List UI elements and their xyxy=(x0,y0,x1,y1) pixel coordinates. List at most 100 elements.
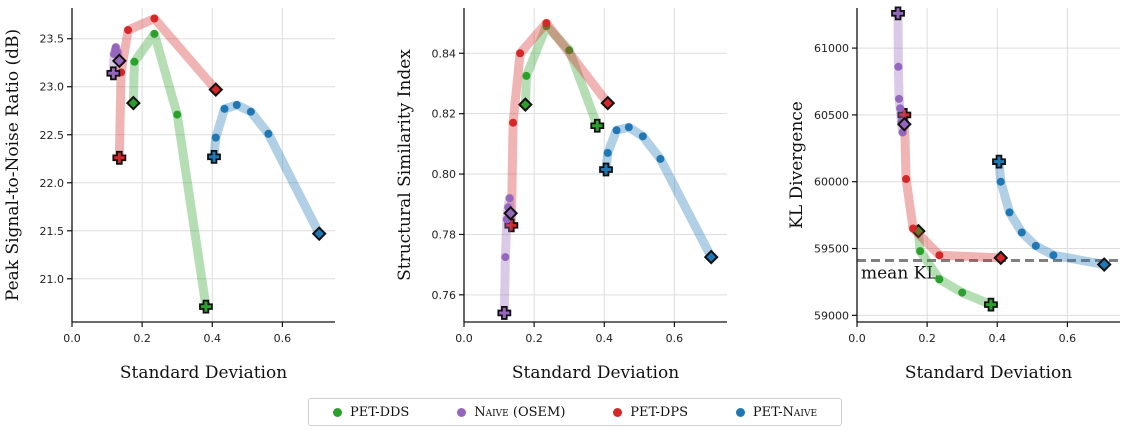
x-tick-label: 0.4 xyxy=(204,332,222,345)
y-tick-label: 0.84 xyxy=(432,47,457,60)
y-tick-label: 23.5 xyxy=(40,33,65,46)
data-point-pet-dps xyxy=(909,224,918,233)
x-tick-label: 0.2 xyxy=(918,332,936,345)
data-point-pet-naive xyxy=(656,154,665,163)
data-point-pet-dds xyxy=(173,110,182,119)
series-line-naive-osem xyxy=(893,8,909,137)
data-point-pet-naive xyxy=(612,126,621,135)
legend-item-pet-dps: PET-DPS xyxy=(613,405,688,420)
legend-item-pet-naive: PET-Naive xyxy=(735,404,818,420)
series-line-pet-naive xyxy=(601,122,716,262)
data-point-pet-naive xyxy=(220,104,229,113)
data-point-pet-naive xyxy=(1017,228,1026,237)
x-tick-label: 0.6 xyxy=(274,332,292,345)
data-point-pet-dds xyxy=(958,288,967,297)
series-pet-dps xyxy=(504,18,616,233)
data-point-pet-dps-diamond xyxy=(600,95,616,111)
data-point-naive-osem-plus xyxy=(497,306,512,320)
legend-label-pet-naive: PET-Naive xyxy=(752,404,818,420)
series-pet-dps xyxy=(112,14,224,165)
data-point-pet-naive-diamond xyxy=(1096,257,1112,272)
x-axis-label: Standard Deviation xyxy=(512,363,679,383)
data-point-naive-osem xyxy=(505,194,514,203)
y-tick-label: 22.5 xyxy=(40,129,65,142)
legend-item-naive-osem: Naive (OSEM) xyxy=(457,405,565,420)
data-point-pet-dps xyxy=(935,251,944,260)
legend-marker-pet-naive xyxy=(735,407,745,417)
x-axis-label: Standard Deviation xyxy=(905,363,1072,383)
data-point-pet-naive xyxy=(211,133,220,142)
series-naive-osem xyxy=(497,193,519,320)
series-pet-dps xyxy=(897,107,1009,266)
data-point-pet-dps xyxy=(542,19,551,28)
data-point-pet-naive xyxy=(232,100,241,109)
legend-marker-pet-dds xyxy=(332,407,342,417)
data-point-naive-osem xyxy=(501,253,510,262)
y-tick-label: 60000 xyxy=(814,176,849,189)
data-point-pet-naive-plus xyxy=(599,162,613,177)
data-point-pet-naive-diamond xyxy=(703,249,719,265)
data-point-pet-dps-plus xyxy=(112,150,127,165)
data-point-pet-dds xyxy=(935,275,944,284)
y-axis-label: KL Divergence xyxy=(787,101,807,229)
x-tick-label: 0.0 xyxy=(455,332,473,345)
y-tick-label: 0.80 xyxy=(432,168,457,181)
legend-marker-naive-osem xyxy=(457,407,467,417)
y-axis-label: Peak Signal-to-Noise Ratio (dB) xyxy=(3,29,23,301)
data-point-naive-osem-diamond xyxy=(503,205,519,221)
x-tick-label: 0.0 xyxy=(848,332,866,345)
y-tick-label: 0.82 xyxy=(432,108,457,121)
series-line-pet-naive xyxy=(209,100,324,239)
x-tick-label: 0.0 xyxy=(63,332,81,345)
data-point-pet-dds-plus xyxy=(590,118,605,133)
panel-2: 0.0 0.2 0.4 0.6 0.76 0.78 0.80 0.82 0.84 Standard… xyxy=(395,8,727,383)
x-tick-label: 0.4 xyxy=(596,332,614,345)
legend-item-pet-dds: PET-DDS xyxy=(332,405,409,420)
x-tick-label: 0.6 xyxy=(1059,332,1077,345)
data-point-naive-osem-plus xyxy=(106,66,121,81)
y-axis-label: Structural Similarity Index xyxy=(395,49,415,281)
data-point-naive-osem-diamond xyxy=(111,53,127,69)
panel-3: mean KL 0.0 0.2 0.4 0.6 59000 59500 60000 60500 6… xyxy=(787,6,1120,383)
series-line-pet-naive xyxy=(994,157,1109,270)
data-point-pet-dps xyxy=(902,175,911,184)
data-point-pet-naive xyxy=(638,132,647,141)
data-point-pet-dds xyxy=(150,29,159,38)
x-tick-label: 0.2 xyxy=(133,332,151,345)
series-pet-dds xyxy=(125,29,213,314)
x-axis-label: Standard Deviation xyxy=(120,363,287,383)
data-point-pet-naive-plus xyxy=(992,154,1006,169)
data-point-pet-naive-diamond xyxy=(311,226,327,242)
data-point-pet-dps xyxy=(150,14,159,23)
y-tick-label: 21.0 xyxy=(40,273,65,286)
y-tick-label: 22.0 xyxy=(40,177,65,190)
data-point-pet-dps xyxy=(124,26,133,35)
data-point-pet-dds-diamond xyxy=(517,97,533,113)
series-line-pet-dps xyxy=(899,110,1006,263)
x-tick-label: 0.4 xyxy=(989,332,1007,345)
data-point-pet-naive-plus xyxy=(207,149,221,164)
data-point-pet-naive xyxy=(1049,251,1058,260)
data-point-pet-naive xyxy=(624,123,633,132)
data-point-naive-osem-diamond xyxy=(896,116,912,132)
data-point-pet-naive xyxy=(246,107,255,116)
data-point-pet-dds xyxy=(565,46,574,55)
data-point-pet-dds-plus xyxy=(199,299,213,314)
y-tick-label: 61000 xyxy=(814,42,849,55)
data-point-pet-naive xyxy=(264,129,273,138)
data-point-pet-naive xyxy=(996,177,1005,186)
data-point-pet-dds-plus xyxy=(984,297,998,312)
y-tick-label: 59500 xyxy=(814,243,849,256)
data-point-pet-dds xyxy=(130,57,139,66)
y-tick-label: 0.78 xyxy=(432,228,457,241)
data-point-naive-osem xyxy=(894,62,903,71)
data-point-pet-dds-diamond xyxy=(125,95,141,111)
legend-label-pet-dps: PET-DPS xyxy=(630,404,688,420)
x-tick-label: 0.6 xyxy=(666,332,684,345)
data-point-naive-osem-plus xyxy=(891,6,905,21)
panel-1: 0.0 0.2 0.4 0.6 21.0 21.5 22.0 22.5 23.0 23.5 Stan… xyxy=(3,8,335,383)
series-pet-dds xyxy=(910,223,998,312)
data-point-pet-naive xyxy=(603,148,612,157)
series-naive-osem xyxy=(106,42,127,81)
y-tick-label: 23.0 xyxy=(40,81,65,94)
